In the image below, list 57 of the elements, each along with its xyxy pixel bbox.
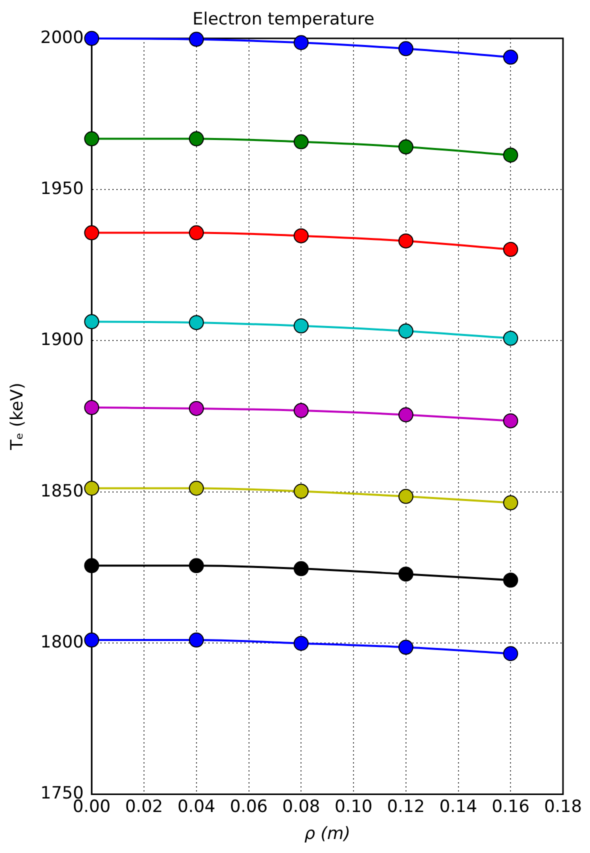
point bbox=[188, 131, 204, 146]
point bbox=[188, 632, 204, 648]
point bbox=[188, 400, 204, 416]
point bbox=[398, 233, 414, 248]
point bbox=[294, 636, 309, 651]
y-axis-title: Tₑ (keV) bbox=[8, 382, 28, 452]
point bbox=[503, 572, 518, 588]
x-axis-title: ρ (m) bbox=[304, 824, 350, 844]
x-tick-label: 0.02 bbox=[125, 796, 163, 817]
point bbox=[294, 484, 309, 499]
point bbox=[294, 35, 309, 50]
point bbox=[503, 50, 518, 65]
point bbox=[188, 558, 204, 574]
y-tick-label: 2000 bbox=[40, 28, 84, 48]
point bbox=[84, 225, 100, 240]
point bbox=[398, 566, 414, 582]
x-tick-label: 0.18 bbox=[544, 796, 582, 817]
point bbox=[188, 315, 204, 330]
point bbox=[294, 134, 309, 150]
point bbox=[398, 407, 414, 422]
point bbox=[503, 330, 518, 346]
y-tick-label: 1900 bbox=[40, 330, 84, 350]
point bbox=[398, 41, 414, 56]
point bbox=[398, 640, 414, 655]
point bbox=[84, 314, 100, 330]
point bbox=[503, 413, 518, 428]
point bbox=[188, 480, 204, 496]
y-tick-label: 1850 bbox=[40, 481, 84, 502]
point bbox=[398, 324, 414, 339]
point bbox=[503, 646, 518, 662]
x-tick-label: 0.08 bbox=[282, 796, 320, 817]
y-tick-label: 1950 bbox=[40, 178, 84, 199]
point bbox=[84, 558, 100, 574]
y-tick-label: 1800 bbox=[40, 632, 84, 652]
point bbox=[294, 561, 309, 576]
point bbox=[188, 32, 204, 47]
point bbox=[398, 139, 414, 154]
point bbox=[294, 403, 309, 418]
point bbox=[84, 632, 100, 648]
x-tick-label: 0.14 bbox=[439, 796, 478, 817]
x-tick-label: 0.10 bbox=[334, 796, 372, 817]
point bbox=[84, 30, 100, 46]
point bbox=[84, 480, 100, 496]
x-tick-label: 0.06 bbox=[230, 796, 268, 817]
chart-title: Electron temperature bbox=[192, 10, 374, 30]
point bbox=[503, 495, 518, 510]
x-tick-label: 0.12 bbox=[386, 796, 425, 817]
point bbox=[188, 225, 204, 240]
point bbox=[84, 400, 100, 416]
point bbox=[84, 131, 100, 146]
x-tick-label: 0.04 bbox=[177, 796, 216, 817]
point bbox=[503, 148, 518, 163]
point bbox=[398, 488, 414, 504]
point bbox=[294, 228, 309, 244]
point bbox=[503, 242, 518, 257]
x-tick-label: 0.16 bbox=[492, 796, 530, 817]
point bbox=[294, 318, 309, 334]
